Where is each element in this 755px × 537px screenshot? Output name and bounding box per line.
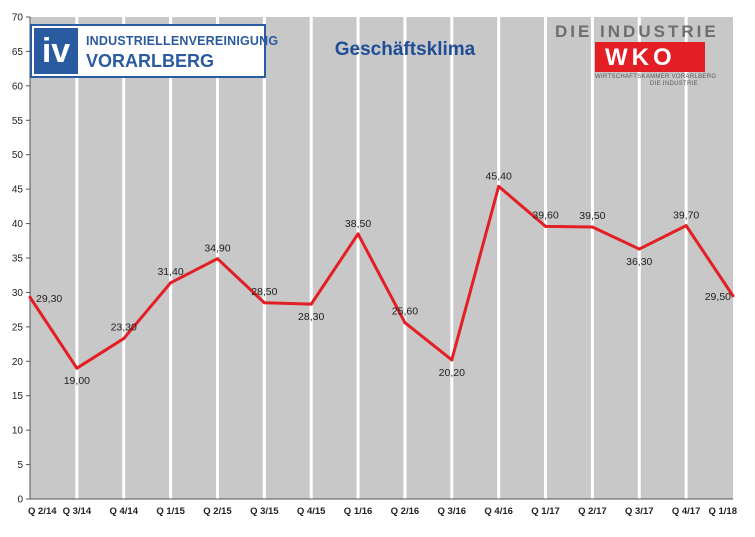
data-label: 29,30 — [36, 293, 62, 305]
y-tick-label: 55 — [12, 116, 24, 127]
data-point — [28, 295, 32, 299]
series-line — [28, 184, 735, 370]
x-tick-label: Q 1/15 — [156, 506, 185, 517]
data-point — [731, 294, 735, 298]
data-point — [684, 224, 688, 228]
y-tick-label: 60 — [12, 81, 24, 92]
data-label: 28,50 — [251, 286, 277, 298]
y-tick-label: 65 — [12, 47, 24, 58]
data-point — [637, 247, 641, 251]
y-tick-label: 35 — [12, 254, 24, 265]
y-tick-label: 15 — [12, 391, 24, 402]
y-tick-label: 45 — [12, 185, 24, 196]
data-label: 28,30 — [298, 311, 324, 323]
x-tick-label: Q 1/18 — [708, 506, 737, 517]
data-label: 29,50 — [705, 291, 731, 303]
data-point — [122, 337, 126, 341]
x-tick-label: Q 2/14 — [28, 506, 57, 517]
data-point — [169, 281, 173, 285]
iv-logo-line1: INDUSTRIELLENVEREINIGUNG — [86, 34, 279, 48]
x-tick-label: Q 2/17 — [578, 506, 607, 517]
x-tick-label: Q 1/17 — [531, 506, 560, 517]
y-tick-label: 0 — [17, 495, 23, 506]
wko-mark-box: WKO — [595, 42, 705, 72]
x-tick-label: Q 2/16 — [391, 506, 420, 517]
data-label: 39,60 — [532, 209, 558, 221]
data-label: 20,20 — [439, 367, 465, 379]
iv-logo-line2: VORARLBERG — [86, 51, 215, 71]
data-label: 31,40 — [157, 266, 183, 278]
data-point — [262, 301, 266, 305]
x-tick-label: Q 2/15 — [203, 506, 232, 517]
data-point — [356, 232, 360, 236]
data-point — [215, 257, 219, 261]
wko-subline2: DIE INDUSTRIE — [650, 81, 698, 87]
x-tick-label: Q 3/16 — [438, 506, 467, 517]
y-tick-label: 40 — [12, 219, 24, 230]
y-tick-label: 10 — [12, 426, 24, 437]
x-tick-label: Q 4/15 — [297, 506, 326, 517]
x-tick-label: Q 3/15 — [250, 506, 279, 517]
iv-logo: iv INDUSTRIELLENVEREINIGUNG VORARLBERG — [30, 24, 278, 78]
data-label: 39,50 — [579, 210, 605, 222]
wko-heading: DIE INDUSTRIE — [555, 22, 719, 41]
data-point — [544, 224, 548, 228]
y-tick-label: 30 — [12, 288, 24, 299]
x-tick-label: Q 4/16 — [484, 506, 513, 517]
y-tick-label: 50 — [12, 150, 24, 161]
data-label: 23,30 — [111, 322, 137, 334]
data-label: 25,60 — [392, 306, 418, 318]
chart-title: Geschäftsklima — [335, 39, 476, 60]
wko-subline1: WIRTSCHAFTSKAMMER VORARLBERG — [595, 74, 717, 80]
wko-logo: DIE INDUSTRIE WKO WIRTSCHAFTSKAMMER VORA… — [555, 22, 717, 88]
data-label: 34,90 — [204, 243, 230, 255]
data-point — [403, 321, 407, 325]
iv-logo-mark: iv — [34, 28, 78, 74]
plot-area — [30, 17, 733, 499]
data-point — [497, 184, 501, 188]
data-point — [309, 302, 313, 306]
data-point — [590, 225, 594, 229]
x-tick-label: Q 4/17 — [672, 506, 701, 517]
x-tick-label: Q 3/14 — [63, 506, 92, 517]
data-point — [75, 366, 79, 370]
data-label: 45,40 — [486, 170, 512, 182]
y-tick-label: 20 — [12, 357, 24, 368]
x-tick-label: Q 1/16 — [344, 506, 373, 517]
y-tick-label: 70 — [12, 13, 24, 24]
data-label: 38,50 — [345, 218, 371, 230]
y-tick-label: 5 — [17, 460, 23, 471]
data-label: 39,70 — [673, 210, 699, 222]
data-point — [450, 358, 454, 362]
wko-mark: WKO — [605, 44, 676, 71]
x-tick-label: Q 3/17 — [625, 506, 654, 517]
x-tick-label: Q 4/14 — [109, 506, 138, 517]
data-label: 19,00 — [64, 375, 90, 387]
data-label: 36,30 — [626, 256, 652, 268]
y-tick-label: 25 — [12, 322, 24, 333]
